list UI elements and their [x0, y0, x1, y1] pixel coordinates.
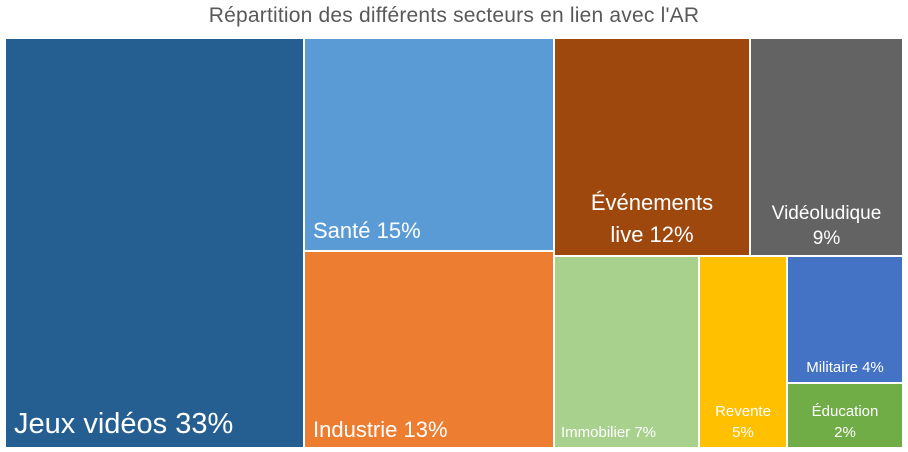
tile-videoludique-label-line2: 9% — [812, 228, 841, 249]
tile-education-label-line1: Éducation — [811, 403, 879, 420]
tile-immobilier[interactable]: Immobilier 7% — [554, 256, 699, 448]
tile-revente[interactable]: Revente 5% — [699, 256, 787, 448]
tile-jeux-videos-label: Jeux vidéos 33% — [14, 408, 234, 440]
tile-education-label: Éducation 2% — [788, 401, 902, 443]
tile-industrie-label: Industrie 13% — [313, 417, 448, 442]
tile-education[interactable]: Éducation 2% — [787, 383, 903, 448]
tile-revente-label-line2: 5% — [732, 424, 754, 441]
tile-militaire-label: Militaire 4% — [806, 359, 884, 376]
tile-videoludique-label: Vidéoludique 9% — [751, 201, 902, 251]
tile-immobilier-label: Immobilier 7% — [561, 424, 657, 441]
tile-evenements-live[interactable]: Événements live 12% — [554, 38, 750, 256]
tile-sante-label: Santé 15% — [313, 218, 421, 243]
tile-evenements-label-line2: live 12% — [610, 222, 694, 247]
tile-education-label-line2: 2% — [834, 424, 856, 441]
tile-videoludique-label-line1: Vidéoludique — [771, 203, 882, 224]
tile-industrie[interactable]: Industrie 13% — [304, 251, 554, 448]
tile-revente-label: Revente 5% — [700, 401, 786, 443]
tile-jeux-videos[interactable]: Jeux vidéos 33% — [5, 38, 304, 448]
tile-evenements-label-line1: Événements — [590, 190, 714, 215]
tile-videoludique[interactable]: Vidéoludique 9% — [750, 38, 903, 256]
chart-title: Répartition des différents secteurs en l… — [208, 4, 700, 27]
tile-sante[interactable]: Santé 15% — [304, 38, 554, 251]
tile-militaire[interactable]: Militaire 4% — [787, 256, 903, 383]
tile-evenements-label: Événements live 12% — [555, 187, 749, 251]
tile-revente-label-line1: Revente — [715, 403, 771, 420]
